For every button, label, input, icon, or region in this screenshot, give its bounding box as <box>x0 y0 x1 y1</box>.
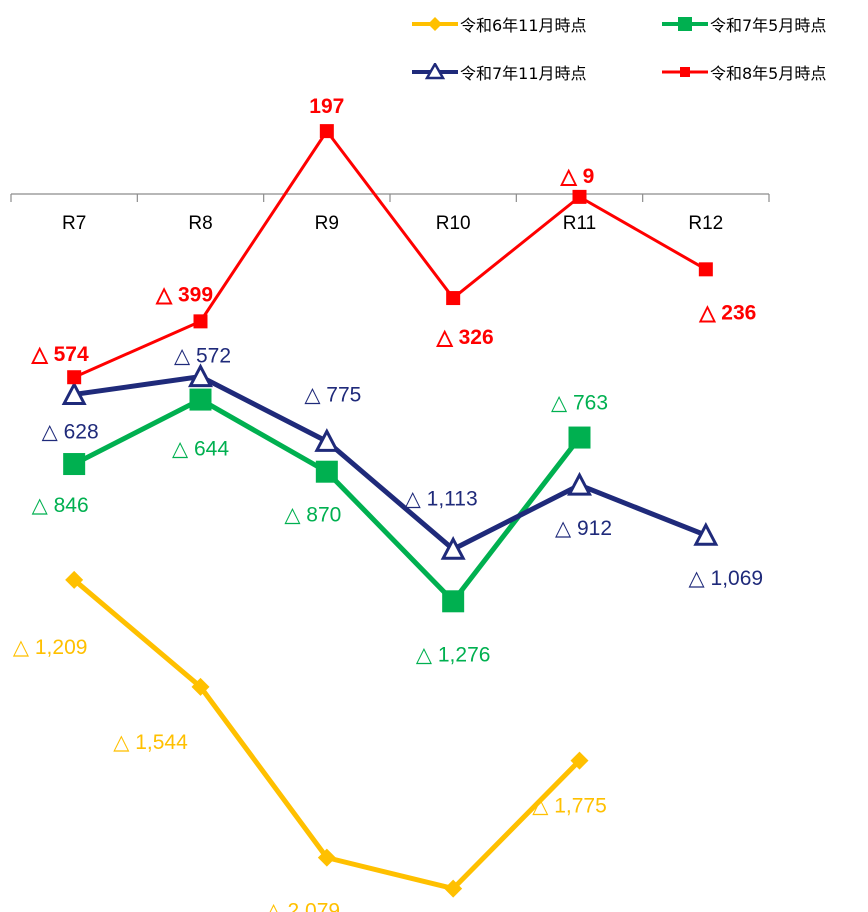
data-point <box>189 388 212 411</box>
x-axis: R7 R8 R9 R10 R11 R12 <box>10 193 770 234</box>
data-label: △ 574 <box>31 343 89 366</box>
data-point <box>315 460 338 483</box>
data-point <box>572 189 587 204</box>
data-label: △ 1,069 <box>689 567 764 590</box>
data-label: 197 <box>309 95 344 118</box>
data-label: △ 1,775 <box>532 795 607 818</box>
data-label: △ 644 <box>172 438 229 461</box>
legend-item-1: 令和6年11月時点 <box>412 12 587 36</box>
legend-item-2: 令和7年5月時点 <box>662 12 826 36</box>
data-label: △ 763 <box>551 392 608 415</box>
data-point <box>568 426 591 449</box>
x-tick-label: R8 <box>188 213 212 234</box>
data-label: △ 326 <box>436 326 494 349</box>
data-point <box>442 590 465 613</box>
x-tick-label: R11 <box>563 213 596 234</box>
data-label: △ 1,113 <box>405 487 478 510</box>
legend-label: 令和6年11月時点 <box>460 16 587 35</box>
data-point <box>314 428 340 452</box>
x-tick-label: R10 <box>436 213 471 234</box>
series-line <box>73 374 707 552</box>
data-point <box>61 381 87 405</box>
series-2 <box>63 388 591 613</box>
data-label: △ 1,544 <box>113 731 188 754</box>
series-3 <box>61 363 719 560</box>
data-label: △ 628 <box>42 420 99 443</box>
data-label: △ 2,079 <box>266 900 341 912</box>
data-point <box>317 848 336 867</box>
series-layer <box>61 124 719 898</box>
legend-marker-square-icon <box>662 17 708 31</box>
data-point <box>440 536 466 560</box>
legend-marker-diamond-icon <box>412 17 458 31</box>
data-label: △ 912 <box>555 517 612 540</box>
data-label: △ 775 <box>304 383 361 406</box>
data-point <box>570 751 589 770</box>
series-4 <box>67 124 713 385</box>
data-point <box>567 471 592 496</box>
data-point <box>65 570 84 589</box>
data-label: △ 1,276 <box>416 643 491 666</box>
data-label: △ 399 <box>155 283 213 306</box>
data-label: △ 9 <box>560 165 595 188</box>
data-point <box>188 363 213 388</box>
data-labels: △ 1,209△ 1,544△ 2,079△ 2,176△ 1,775△ 846… <box>13 95 763 912</box>
data-point <box>698 262 713 277</box>
legend-label: 令和7年5月時点 <box>710 16 827 35</box>
data-label: △ 236 <box>698 301 756 324</box>
legend-marker-triangle-icon <box>412 63 458 80</box>
data-point <box>191 677 210 696</box>
data-point <box>193 314 208 329</box>
data-point <box>319 124 334 139</box>
data-label: △ 572 <box>174 345 231 368</box>
data-point <box>67 370 82 385</box>
data-label: △ 870 <box>284 504 341 527</box>
data-point <box>63 453 86 476</box>
data-label: △ 1,209 <box>13 636 88 659</box>
legend-item-3: 令和7年11月時点 <box>412 60 587 84</box>
data-point <box>693 522 719 546</box>
legend-marker-small-square-icon <box>662 67 708 77</box>
legend-item-4: 令和8年5月時点 <box>662 60 826 84</box>
x-tick-label: R7 <box>62 213 86 234</box>
legend-label: 令和8年5月時点 <box>710 64 827 83</box>
legend-label: 令和7年11月時点 <box>460 64 587 83</box>
series-line <box>73 129 707 379</box>
data-label: △ 846 <box>32 494 89 517</box>
x-tick-label: R12 <box>688 213 723 234</box>
x-tick-label: R9 <box>315 213 339 234</box>
series-1 <box>65 570 589 898</box>
data-point <box>446 291 461 306</box>
data-point <box>444 879 463 898</box>
